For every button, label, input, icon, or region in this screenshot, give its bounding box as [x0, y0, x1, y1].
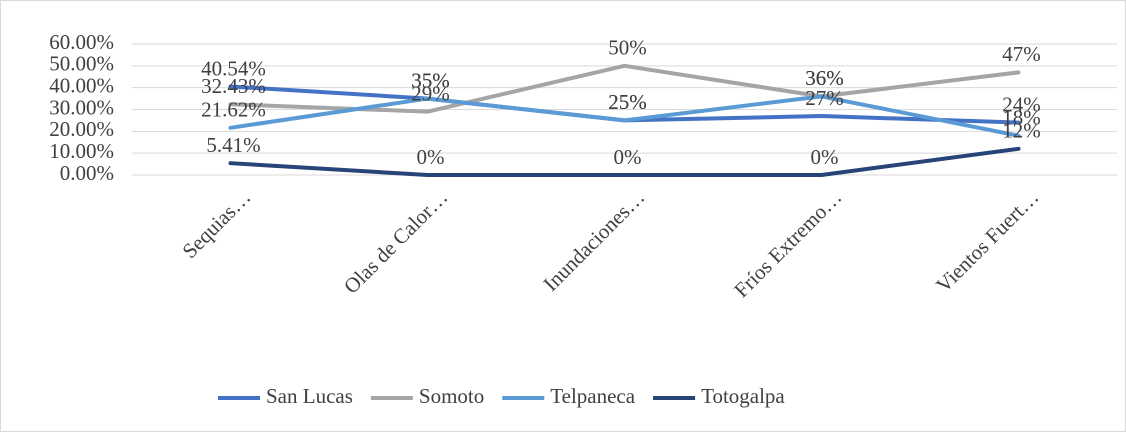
y-tick-label: 20.00%	[49, 117, 114, 141]
y-tick-label: 40.00%	[49, 73, 114, 97]
legend-label: Totogalpa	[701, 384, 785, 408]
data-label: 32.43%	[201, 74, 266, 98]
data-label: 29%	[411, 81, 450, 105]
data-label: 18%	[1002, 106, 1041, 130]
data-label: 21.62%	[201, 98, 266, 122]
data-label: 47%	[1002, 42, 1041, 66]
series-line	[228, 94, 1021, 138]
data-label: 35%	[411, 68, 450, 92]
data-label: 36%	[805, 66, 844, 90]
data-label: 24%	[1002, 92, 1041, 116]
y-tick-label: 10.00%	[49, 139, 114, 163]
legend-label: Somoto	[419, 384, 484, 408]
data-label: 5.41%	[206, 133, 260, 157]
legend-label: San Lucas	[266, 384, 353, 408]
legend-label: Telpaneca	[550, 384, 635, 408]
data-label: 0%	[614, 145, 642, 169]
data-label: 0%	[417, 145, 445, 169]
data-label: 27%	[805, 86, 844, 110]
data-label: 12%	[1002, 119, 1041, 143]
y-tick-label: 0.00%	[60, 161, 114, 185]
data-label: 36%	[805, 66, 844, 90]
data-label: 0%	[811, 145, 839, 169]
y-tick-label: 60.00%	[49, 30, 114, 54]
data-label: 40.54%	[201, 56, 266, 80]
series-line	[228, 146, 1021, 177]
y-tick-label: 50.00%	[49, 52, 114, 76]
data-label: 25%	[608, 90, 647, 114]
data-label: 50%	[608, 36, 647, 60]
data-label: 35%	[411, 68, 450, 92]
y-tick-label: 30.00%	[49, 95, 114, 119]
data-label: 25%	[608, 90, 647, 114]
